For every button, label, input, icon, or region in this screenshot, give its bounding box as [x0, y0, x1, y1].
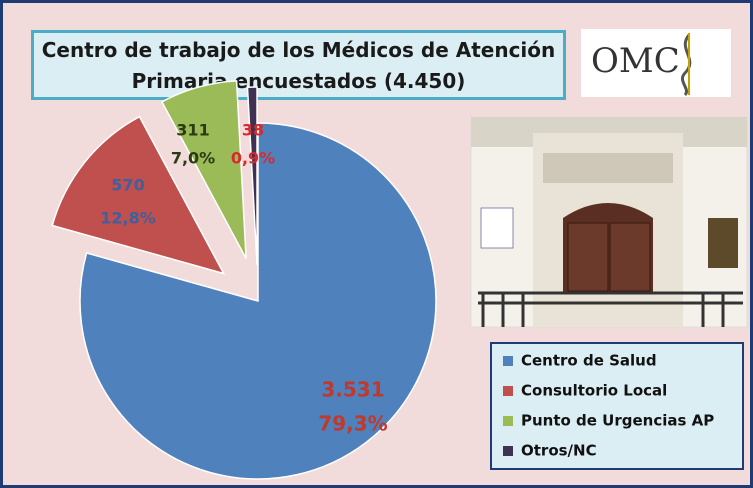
legend-marker [503, 356, 513, 366]
legend-marker [503, 416, 513, 426]
pie-slice [51, 115, 226, 275]
pie-slice [79, 122, 437, 480]
logo-text: OMC [591, 41, 680, 81]
legend-marker [503, 446, 513, 456]
value-label: 38 [242, 121, 264, 140]
logo: OMC [581, 29, 731, 97]
photo [470, 116, 748, 328]
percent-label: 7,0% [171, 149, 215, 168]
legend-marker [503, 386, 513, 396]
percent-label: 12,8% [100, 209, 156, 228]
legend-box [490, 342, 744, 470]
legend-label: Otros/NC [521, 442, 597, 460]
legend-label: Punto de Urgencias AP [521, 412, 714, 430]
pie-slice [160, 80, 247, 259]
logo-emblem [680, 33, 692, 97]
value-label: 3.531 [321, 378, 384, 402]
percent-label: 79,3% [318, 412, 387, 436]
value-label: 311 [176, 121, 209, 140]
legend-label: Consultorio Local [521, 382, 667, 400]
legend-label: Centro de Salud [521, 352, 657, 370]
value-label: 570 [111, 176, 144, 195]
chart-title: Centro de trabajo de los Médicos de Aten… [31, 30, 566, 100]
percent-label: 0,9% [231, 149, 275, 168]
pie-slice [246, 86, 258, 266]
chart: 3.531 79,3% 570 12,8% 311 7,0% 38 0,9% Centro de… [51, 80, 748, 480]
